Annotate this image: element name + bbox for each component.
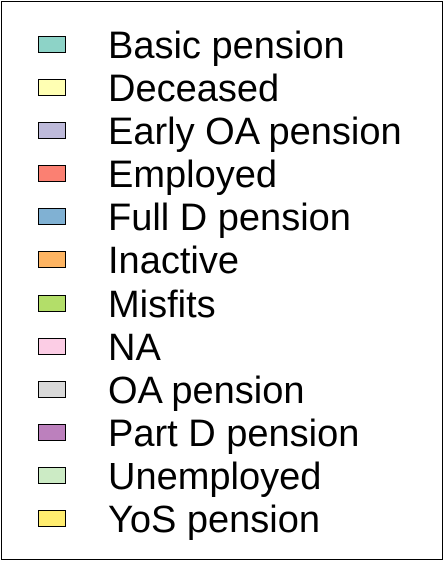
legend-swatch <box>38 36 66 53</box>
legend-swatch <box>38 337 66 355</box>
legend-label: OA pension <box>108 369 305 412</box>
legend-swatch <box>38 122 66 140</box>
legend-label: Misfits <box>108 283 216 326</box>
legend-label: Part D pension <box>108 412 360 455</box>
legend-item: Deceased <box>2 68 442 111</box>
legend-swatch <box>38 79 66 97</box>
legend-swatch <box>38 251 66 269</box>
legend-item: Basic pension <box>2 25 442 68</box>
legend-item: Part D pension <box>2 413 442 456</box>
legend-item: Employed <box>2 154 442 197</box>
legend-label: Inactive <box>108 240 239 283</box>
legend-label: Basic pension <box>108 25 345 67</box>
legend-label: YoS pension <box>108 499 321 542</box>
legend-swatch <box>38 208 66 226</box>
legend-list: Basic pension Deceased Early OA pension Emp… <box>2 25 442 542</box>
legend-item: Unemployed <box>2 456 442 499</box>
legend-label: Early OA pension <box>108 111 402 154</box>
legend-label: NA <box>108 326 161 369</box>
legend-label: Employed <box>108 154 277 197</box>
legend-item: Full D pension <box>2 197 442 240</box>
legend-label: Unemployed <box>108 455 322 498</box>
legend-item: Inactive <box>2 240 442 283</box>
legend-swatch <box>38 294 66 312</box>
legend-item: Misfits <box>2 284 442 327</box>
legend-item: Early OA pension <box>2 111 442 154</box>
legend-label: Deceased <box>108 68 280 111</box>
legend-swatch <box>38 423 66 441</box>
legend-item: YoS pension <box>2 499 442 542</box>
legend-item: OA pension <box>2 370 442 413</box>
legend-swatch <box>38 165 66 183</box>
legend-label: Full D pension <box>108 197 351 240</box>
legend-swatch <box>38 510 66 528</box>
legend-item: NA <box>2 327 442 370</box>
legend-swatch <box>38 380 66 398</box>
legend-swatch <box>38 466 66 484</box>
